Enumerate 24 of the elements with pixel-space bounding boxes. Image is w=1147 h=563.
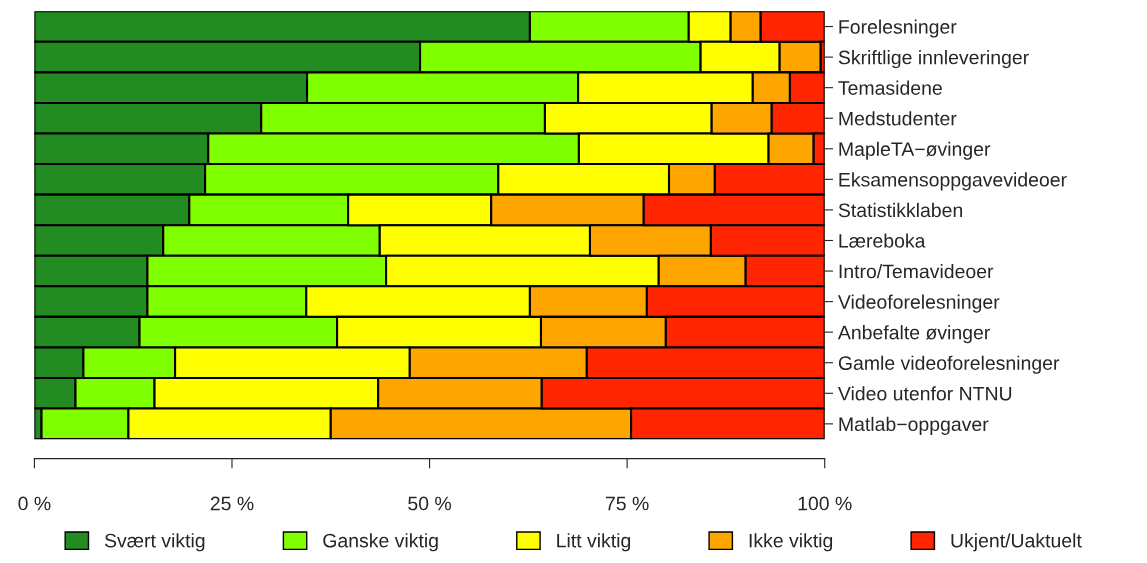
y-tick-label: Intro/Temavideoer	[839, 264, 994, 279]
y-tick-label: Medstudenter	[839, 111, 957, 126]
x-tick-label: 50 %	[408, 496, 452, 511]
legend-label: Ukjent/Uaktuelt	[951, 533, 1082, 552]
legend-label: Ikke viktig	[749, 533, 833, 552]
y-tick-label: Statistikklaben	[838, 202, 962, 218]
x-tick-label: 25 %	[210, 496, 254, 511]
y-tick-label: Skriftlige innleveringer	[838, 50, 1029, 69]
legend-label: Svært viktig	[104, 533, 205, 552]
x-tick-label: 100 %	[798, 496, 852, 511]
x-tick-label: 75 %	[605, 496, 649, 511]
y-tick-label: Gamle videoforelesninger	[838, 355, 1060, 374]
x-tick-label: 0 %	[18, 496, 51, 511]
y-tick-label: Læreboka	[839, 233, 926, 248]
y-tick-label: Forelesninger	[839, 19, 957, 38]
y-tick-label: Matlab−oppgaver	[839, 416, 989, 435]
y-tick-label: Videoforelesninger	[837, 294, 1000, 313]
y-tick-label: Anbefalte øvinger	[837, 325, 990, 344]
y-tick-label: MapleTA−øvinger	[839, 141, 991, 160]
y-tick-label: Video utenfor NTNU	[837, 386, 1012, 401]
y-tick-label: Temasidene	[838, 80, 942, 95]
legend-label: Ganske viktig	[323, 533, 438, 552]
legend-label: Litt viktig	[557, 533, 631, 552]
y-tick-label: Eksamensoppgavevideoer	[839, 172, 1067, 191]
